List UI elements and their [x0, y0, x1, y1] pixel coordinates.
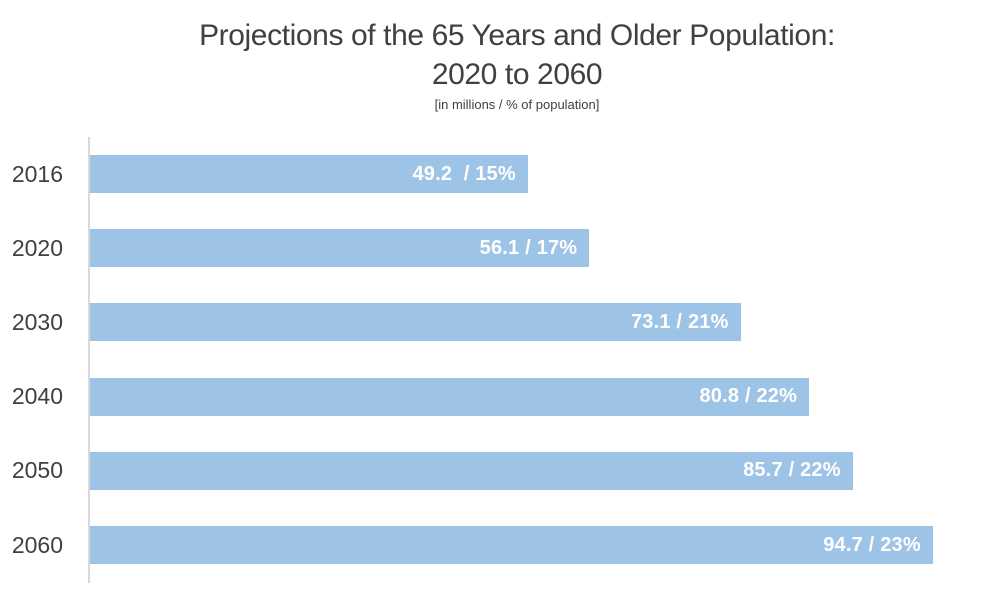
bar-rows: 2016 49.2 / 15% 2020 56.1 / 17% 2030 73.1 / 2…: [0, 137, 1000, 582]
bar: 73.1 / 21%: [90, 303, 741, 342]
bar-value-label: 73.1 / 21%: [630, 310, 729, 333]
category-label: 2060: [11, 531, 63, 558]
bar-value-label: 94.7 / 23%: [823, 533, 921, 556]
bar: 56.1 / 17%: [90, 229, 590, 268]
bar-value-label: 49.2 / 15%: [412, 162, 516, 185]
category-label: 2020: [11, 234, 63, 261]
bar-value-label: 80.8 / 22%: [699, 385, 798, 408]
category-label: 2050: [11, 457, 63, 484]
bar-row: 2020 56.1 / 17%: [0, 211, 1000, 285]
plot-area: 2016 49.2 / 15% 2020 56.1 / 17% 2030 73.1 / 2…: [0, 137, 1000, 583]
bar-value-label: 56.1 / 17%: [479, 236, 578, 259]
bar-row: 2050 85.7 / 22%: [0, 434, 1000, 508]
chart-title-block: Projections of the 65 Years and Older Po…: [34, 16, 1000, 113]
bar: 85.7 / 22%: [90, 451, 853, 490]
bar: 80.8 / 22%: [90, 377, 810, 416]
bar-value-label: 85.7 / 22%: [743, 459, 841, 482]
y-axis-line: [88, 137, 90, 583]
chart-subtitle: [in millions / % of population]: [434, 97, 600, 112]
category-label: 2016: [11, 160, 63, 187]
chart-title-line1: Projections of the 65 Years and Older Po…: [199, 19, 835, 52]
bar: 49.2 / 15%: [90, 155, 528, 194]
bar: 94.7 / 23%: [90, 526, 933, 565]
category-label: 2030: [11, 308, 63, 335]
bar-row: 2016 49.2 / 15%: [0, 137, 1000, 211]
bar-row: 2030 73.1 / 21%: [0, 285, 1000, 359]
category-label: 2040: [11, 383, 63, 410]
bar-row: 2040 80.8 / 22%: [0, 360, 1000, 434]
bar-row: 2060 94.7 / 23%: [0, 508, 1000, 582]
chart-title-line2: 2020 to 2060: [431, 58, 603, 91]
